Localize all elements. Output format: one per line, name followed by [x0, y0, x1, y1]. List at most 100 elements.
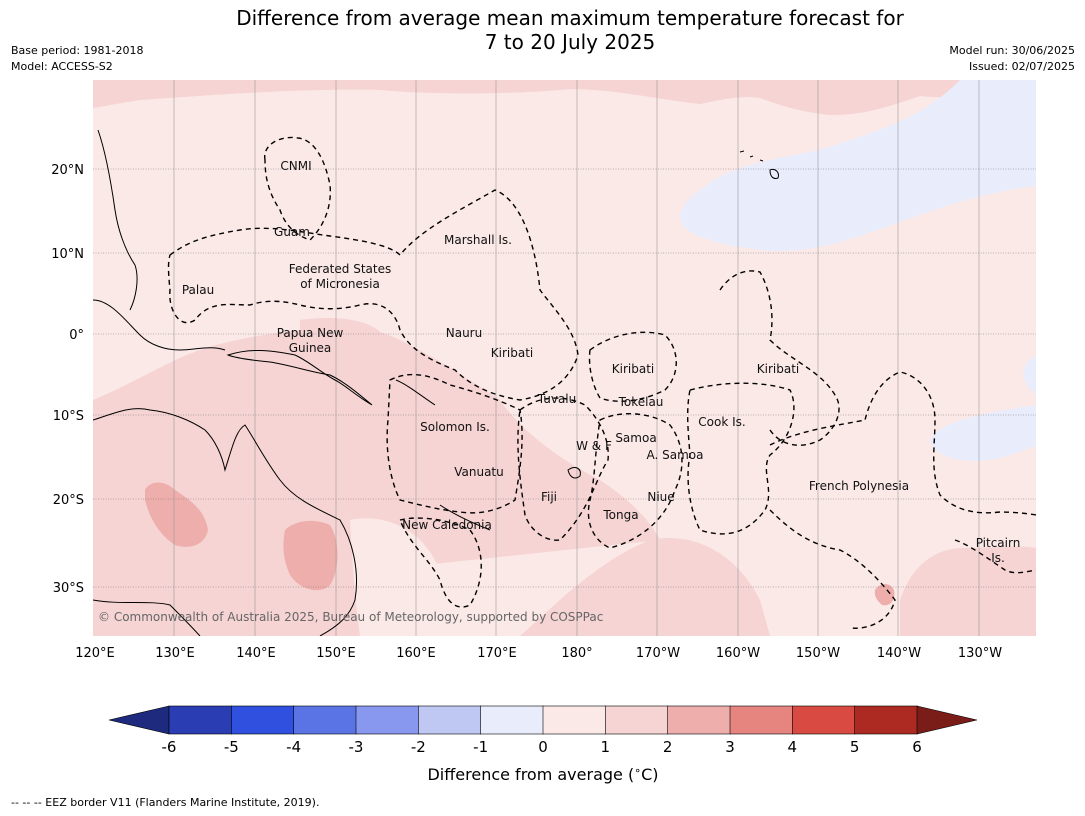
label-new-caledonia: New Caledonia: [402, 518, 492, 532]
label-pitcairn-line2: Is.: [991, 551, 1005, 565]
colorbar-tick: 0: [538, 738, 548, 756]
colorbar-extend-max: [916, 705, 978, 735]
coast-png: [226, 349, 373, 406]
colorbar-tick: 4: [788, 738, 798, 756]
map-title: Difference from average mean maximum tem…: [0, 6, 1085, 54]
lat-label: 0°: [69, 328, 84, 343]
colorbar-segment: [355, 705, 419, 735]
colorbar-segment: [231, 705, 295, 735]
anomaly-2-3-west: [145, 482, 208, 547]
colorbar-segment: [542, 705, 606, 735]
coast-hawaii-islands: [739, 150, 764, 162]
lat-label: 10°S: [53, 409, 84, 424]
colorbar-tick: 6: [912, 738, 922, 756]
eez-new-caledonia: [399, 517, 482, 608]
eez-french-polynesia: [769, 371, 1036, 629]
run-info: Model run: 30/06/2025 Issued: 02/07/2025: [949, 43, 1075, 75]
lon-label: 140°E: [236, 646, 276, 661]
colorbar-tick: -1: [473, 738, 488, 756]
coast-solomon: [395, 379, 436, 406]
lon-label: 160°E: [396, 646, 436, 661]
label-guam: Guam: [274, 225, 310, 239]
label-american-samoa: A. Samoa: [647, 448, 704, 462]
eez-tuvalu-fiji: [517, 397, 609, 541]
label-french-polynesia: French Polynesia: [809, 479, 909, 493]
eez-cook-islands: [686, 382, 795, 535]
label-fsm-line1: Federated States: [289, 262, 391, 276]
coast-philippines: [97, 129, 138, 311]
lon-label: 160°W: [716, 646, 760, 661]
eez-tokelau-samoa-tonga: [587, 412, 683, 549]
title-line-1: Difference from average mean maximum tem…: [236, 6, 904, 30]
eez-micronesia-marshall: [167, 189, 579, 401]
label-samoa: Samoa: [615, 431, 656, 445]
colorbar-segment: [605, 705, 669, 735]
label-png-line2: Guinea: [289, 341, 332, 355]
label-palau: Palau: [182, 283, 214, 297]
lon-label: 180°: [561, 646, 592, 661]
label-tonga: Tonga: [602, 508, 638, 522]
lon-label: 170°W: [636, 646, 680, 661]
title-line-2: 7 to 20 July 2025: [484, 30, 656, 54]
colorbar-segment: [293, 705, 357, 735]
eez-borders: [167, 136, 1036, 629]
coast-fiji: [567, 467, 581, 479]
anomaly-field: [93, 80, 1036, 636]
copyright-notice: © Commonwealth of Australia 2025, Bureau…: [98, 610, 603, 624]
colorbar-segment: [729, 705, 793, 735]
colorbar-extend-min: [108, 705, 170, 735]
label-tuvalu: Tuvalu: [537, 392, 577, 406]
label-cook-islands: Cook Is.: [698, 415, 745, 429]
lon-label: 170°E: [477, 646, 517, 661]
label-cnmi: CNMI: [280, 159, 311, 173]
anomaly-1-2-south: [520, 538, 770, 636]
coast-australia: [93, 408, 358, 636]
colorbar-tick: 2: [663, 738, 673, 756]
colorbar-segment: [418, 705, 482, 735]
latitude-labels: 20°N 10°N 0° 10°S 20°S 30°S: [51, 163, 84, 596]
label-kiribati-west: Kiribati: [491, 346, 533, 360]
colorbar-segment: [667, 705, 731, 735]
colorbar-tick: 3: [725, 738, 735, 756]
label-wallis-futuna: W & F: [576, 439, 612, 453]
coast-australia-south: [93, 599, 201, 636]
lon-label: 130°E: [155, 646, 195, 661]
colorbar: -6 -5 -4 -3 -2 -1 0 1 2 3 4 5 6: [108, 705, 978, 756]
grid: [93, 80, 1036, 636]
colorbar-tick: 1: [601, 738, 611, 756]
anomaly-cool-northeast: [680, 80, 1036, 251]
colorbar-segment: [792, 705, 856, 735]
model-run: Model run: 30/06/2025: [949, 44, 1075, 57]
anomaly-png-warm: [300, 317, 383, 357]
label-pitcairn-line1: Pitcairn: [976, 536, 1021, 550]
label-fsm-line2: of Micronesia: [300, 277, 380, 291]
label-marshall-islands: Marshall Is.: [444, 233, 512, 247]
colorbar-tick: -2: [411, 738, 426, 756]
anomaly-2-3-south: [283, 520, 338, 591]
coast-new-caledonia: [439, 504, 491, 531]
label-vanuatu: Vanuatu: [454, 465, 504, 479]
colorbar-label: Difference from average (∘C): [427, 764, 658, 784]
anomaly-1-2-north: [93, 80, 1036, 115]
lon-label: 150°W: [796, 646, 840, 661]
place-labels: CNMI Guam Marshall Is. Federated States …: [182, 159, 1020, 565]
anomaly-cool-east-edge: [1023, 355, 1036, 395]
lon-label: 130°W: [958, 646, 1002, 661]
colorbar-tick: -3: [349, 738, 364, 756]
anomaly-0-1-pocket: [350, 518, 444, 636]
lon-label: 150°E: [316, 646, 356, 661]
eez-solomon-vanuatu: [386, 373, 523, 514]
label-fiji: Fiji: [541, 490, 557, 504]
colorbar-tick: -5: [224, 738, 239, 756]
lat-label: 20°S: [53, 493, 84, 508]
colorbar-tick: -6: [162, 738, 177, 756]
label-niue: Niue: [647, 490, 674, 504]
colorbar-segment: [168, 705, 232, 735]
label-kiribati-central: Kiribati: [612, 362, 654, 376]
eez-footnote: -- -- -- EEZ border V11 (Flanders Marine…: [11, 796, 320, 809]
label-png-line1: Papua New: [277, 326, 344, 340]
colorbar-segment: [480, 705, 544, 735]
base-period: Base period: 1981-2018: [11, 44, 144, 57]
label-nauru: Nauru: [446, 326, 482, 340]
